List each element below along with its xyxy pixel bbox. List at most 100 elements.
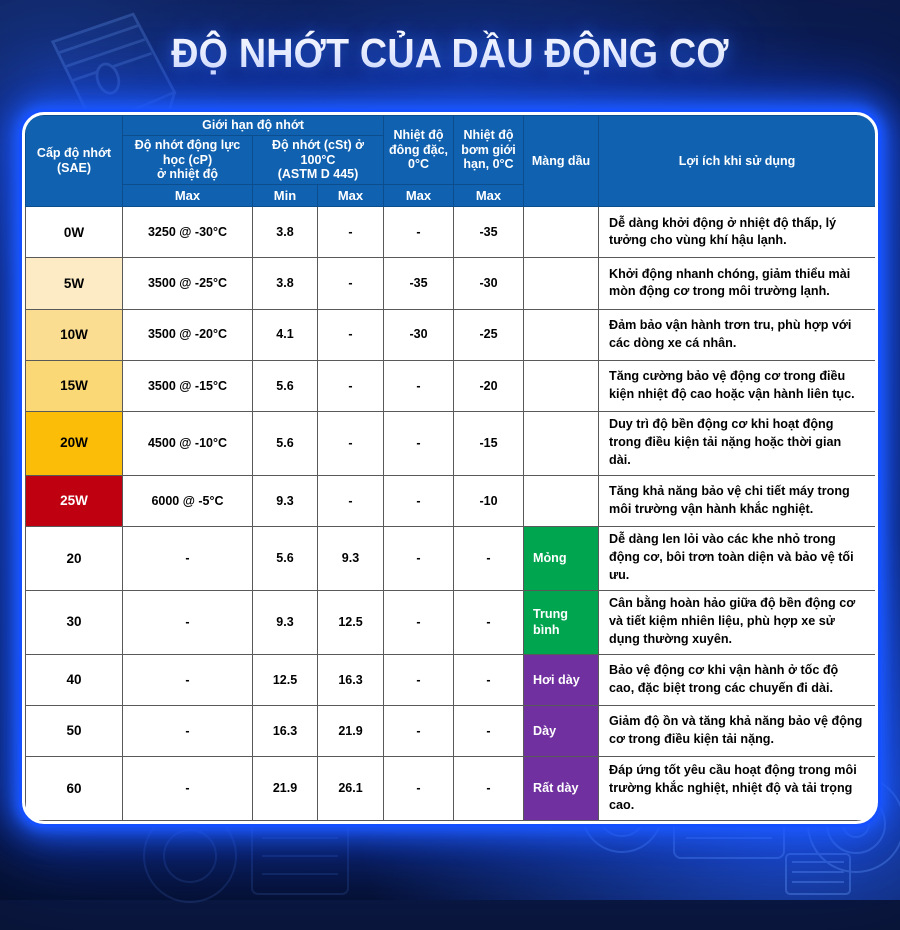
cell-pour-point: -	[383, 525, 454, 591]
header-oil-film: Màng dầu	[523, 115, 599, 208]
cell-oil-film	[523, 206, 599, 259]
cell-benefit: Bảo vệ động cơ khi vận hành ở tốc độ cao…	[598, 653, 875, 706]
cell-oil-film	[523, 257, 599, 310]
header-pump-line1: Nhiệt độ	[463, 127, 514, 142]
cell-dynamic-viscosity: 3250 @ -30°C	[122, 206, 253, 259]
cell-kinematic-max: -	[317, 206, 384, 259]
cell-oil-film: Dày	[523, 704, 599, 757]
header-pour-line1: Nhiệt độ	[393, 127, 444, 142]
table-row: 5W 3500 @ -25°C 3.8- -35 -30 Khởi động nhanh …	[25, 257, 875, 310]
header-pump-line3: hạn, 0°C	[463, 157, 514, 172]
cell-kinematic-max: -	[317, 410, 384, 476]
cell-benefit: Đáp ứng tốt yêu cầu hoạt động trong môi …	[598, 755, 875, 821]
cell-sae-grade: 0W	[25, 206, 123, 259]
cell-sae-grade: 25W	[25, 474, 123, 527]
cell-pumping-limit: -	[453, 589, 524, 655]
header-sae: Cấp độ nhớt (SAE)	[25, 115, 123, 208]
cell-dynamic-viscosity: 4500 @ -10°C	[122, 410, 253, 476]
cell-benefit: Dễ dàng len lỏi vào các khe nhỏ trong độ…	[598, 525, 875, 591]
cell-sae-grade: 5W	[25, 257, 123, 310]
cell-sae-grade: 20W	[25, 410, 123, 476]
header-row-3: Max Min Max Max Max	[26, 183, 876, 208]
header-pour-line3: 0°C	[408, 157, 429, 172]
header-sub-max-dynamic: Max	[122, 183, 253, 208]
header-sae-line2: (SAE)	[56, 161, 92, 176]
cell-pour-point: -	[383, 206, 454, 259]
table-row: 0W 3250 @ -30°C 3.8- - -35 Dễ dàng khởi động …	[25, 206, 875, 259]
cell-dynamic-viscosity: 3500 @ -15°C	[122, 359, 253, 412]
cell-kinematic-min: 3.8	[252, 206, 318, 259]
cell-kinematic-max: -	[317, 308, 384, 361]
cell-kinematic-min: 5.6	[252, 359, 318, 412]
cell-pour-point: -	[383, 704, 454, 757]
cell-sae-grade: 50	[25, 704, 123, 757]
table-row: 25W 6000 @ -5°C 9.3- - -10 Tăng khả năng bảo …	[25, 474, 875, 527]
header-pour-line2: đông đặc,	[388, 142, 449, 157]
cell-oil-film: Rất dày	[523, 755, 599, 821]
cell-kinematic-max: 26.1	[317, 755, 384, 821]
cell-pumping-limit: -15	[453, 410, 524, 476]
cell-dynamic-viscosity: -	[122, 755, 253, 821]
cell-kinematic-max: -	[317, 474, 384, 527]
cell-benefit: Tăng khả năng bảo vệ chi tiết máy trong …	[598, 474, 875, 527]
cell-kinematic-min: 5.6	[252, 410, 318, 476]
header-row-1: Cấp độ nhớt (SAE) Giới hạn độ nhớt Nhiệt…	[25, 115, 875, 208]
cell-pour-point: -	[383, 410, 454, 476]
cell-benefit: Dễ dàng khởi động ở nhiệt độ thấp, lý tư…	[598, 206, 875, 259]
cell-benefit: Đảm bảo vận hành trơn tru, phù hợp với c…	[598, 308, 875, 361]
cell-oil-film	[523, 410, 599, 476]
cell-oil-film: Hơi dày	[523, 653, 599, 706]
header-sub-max-pump: Max	[453, 183, 524, 208]
cell-kinematic-max: 12.5	[317, 589, 384, 655]
cell-dynamic-viscosity: -	[122, 589, 253, 655]
cell-kinematic-min: 9.3	[252, 474, 318, 527]
cell-kinematic-max: -	[317, 257, 384, 310]
cell-benefit: Tăng cường bảo vệ động cơ trong điều kiệ…	[598, 359, 875, 412]
header-viscosity-limits: Giới hạn độ nhớt	[122, 115, 384, 136]
cell-pumping-limit: -20	[453, 359, 524, 412]
table-row: 10W 3500 @ -20°C 4.1- -30 -25 Đảm bảo vận hàn…	[25, 308, 875, 361]
header-pour-point: Nhiệt độ đông đặc, 0°C	[383, 115, 454, 185]
cell-kinematic-max: 9.3	[317, 525, 384, 591]
cell-benefit: Duy trì độ bền động cơ khi hoạt động tro…	[598, 410, 875, 476]
table-row: 15W 3500 @ -15°C 5.6- - -20 Tăng cường bảo vệ…	[25, 359, 875, 412]
cell-dynamic-viscosity: 6000 @ -5°C	[122, 474, 253, 527]
cell-dynamic-viscosity: 3500 @ -25°C	[122, 257, 253, 310]
cell-kinematic-max: -	[317, 359, 384, 412]
cell-pumping-limit: -	[453, 653, 524, 706]
cell-oil-film: Trung bình	[523, 589, 599, 655]
cell-pumping-limit: -25	[453, 308, 524, 361]
cell-pour-point: -30	[383, 308, 454, 361]
cell-pour-point: -	[383, 359, 454, 412]
header-dynamic-line3: ở nhiệt độ	[157, 167, 218, 182]
header-benefits: Lợi ích khi sử dụng	[598, 115, 875, 208]
cell-sae-grade: 60	[25, 755, 123, 821]
cell-dynamic-viscosity: -	[122, 704, 253, 757]
cell-kinematic-min: 21.9	[252, 755, 318, 821]
cell-pour-point: -	[383, 474, 454, 527]
viscosity-table: Cấp độ nhớt (SAE) Giới hạn độ nhớt Nhiệt…	[25, 115, 876, 821]
cell-pumping-limit: -	[453, 704, 524, 757]
page-title: ĐỘ NHỚT CỦA DẦU ĐỘNG CƠ	[171, 30, 729, 76]
header-pump-line2: bơm giới	[461, 142, 516, 157]
cell-kinematic-min: 16.3	[252, 704, 318, 757]
header-kinematic-viscosity: Độ nhớt (cSt) ở 100°C (ASTM D 445)	[252, 134, 384, 186]
cell-dynamic-viscosity: -	[122, 653, 253, 706]
header-dynamic-viscosity: Độ nhớt động lực học (cP) ở nhiệt độ	[122, 134, 253, 186]
header-sub-max-kinematic: Max	[317, 183, 384, 208]
cell-kinematic-max: 16.3	[317, 653, 384, 706]
cell-pour-point: -	[383, 653, 454, 706]
cell-oil-film	[523, 474, 599, 527]
cell-oil-film	[523, 359, 599, 412]
cell-pumping-limit: -30	[453, 257, 524, 310]
table-body: 0W 3250 @ -30°C 3.8- - -35 Dễ dàng khởi động …	[25, 206, 875, 821]
cell-oil-film	[523, 308, 599, 361]
table-row: 30-9.3 12.5- - Trung bình Cân bằng hoàn hảo …	[25, 589, 875, 655]
table-header: Cấp độ nhớt (SAE) Giới hạn độ nhớt Nhiệt…	[25, 115, 876, 208]
cell-pour-point: -	[383, 755, 454, 821]
table-row: 50-16.3 21.9- - Dày Giảm độ ồn và tăng khả n…	[25, 704, 875, 757]
header-kinematic-line2: (ASTM D 445)	[277, 167, 359, 182]
header-dynamic-line2: học (cP)	[162, 152, 213, 167]
cell-pumping-limit: -	[453, 525, 524, 591]
cell-kinematic-max: 21.9	[317, 704, 384, 757]
